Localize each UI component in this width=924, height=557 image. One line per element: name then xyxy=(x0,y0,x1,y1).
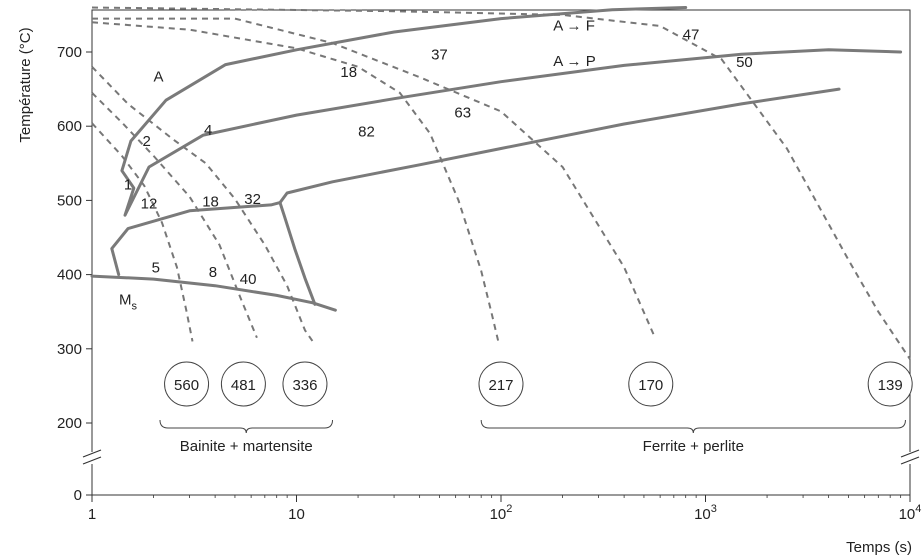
y-tick-label: 300 xyxy=(57,341,82,358)
cooling-curve xyxy=(91,66,314,342)
x-tick-label: 10 xyxy=(288,506,305,523)
region-label: A → P xyxy=(553,53,596,70)
cooling-curve-label: 63 xyxy=(454,104,471,121)
y-tick-label: 0 xyxy=(74,487,82,504)
cooling-curve-label: 82 xyxy=(358,124,375,141)
hardness-value: 139 xyxy=(878,377,903,394)
hardness-circle xyxy=(220,361,266,407)
cooling-curve-label: 8 xyxy=(209,264,217,281)
transformation-curve xyxy=(110,87,841,277)
region-label: A → F xyxy=(553,17,595,34)
group-label: Ferrite + perlite xyxy=(643,438,744,455)
cooling-curve xyxy=(91,122,194,342)
y-axis-title: Température (°C) xyxy=(17,27,34,142)
transformation-curve xyxy=(123,48,903,217)
x-axis-title: Temps (s) xyxy=(846,539,912,556)
cooling-curve-label: 12 xyxy=(141,196,158,213)
hardness-circle xyxy=(628,361,674,407)
y-tick-label: 700 xyxy=(57,44,82,61)
cooling-curve-label: 47 xyxy=(683,26,700,43)
cooling-curve-label: 1 xyxy=(124,176,132,193)
hardness-value: 170 xyxy=(638,377,663,394)
cooling-curve-label: 50 xyxy=(736,54,753,71)
group-label: Bainite + martensite xyxy=(180,438,313,455)
y-tick-label: 200 xyxy=(57,415,82,432)
x-tick-label: 103 xyxy=(694,503,717,523)
cooling-curve-label: 4 xyxy=(204,122,212,139)
cooling-curve-label: 5 xyxy=(152,259,160,276)
y-tick-label: 400 xyxy=(57,267,82,284)
cooling-curve-label: 18 xyxy=(202,193,219,210)
axis-break-mark xyxy=(82,449,102,458)
cooling-curve xyxy=(92,17,655,336)
axis-break-mark xyxy=(900,456,920,465)
cooling-curve xyxy=(91,21,500,342)
x-tick-label: 104 xyxy=(899,503,922,523)
ms-label: Ms xyxy=(119,291,138,312)
hardness-value: 217 xyxy=(488,377,513,394)
axis-break-mark xyxy=(900,449,920,458)
hardness-circle xyxy=(164,361,210,407)
hardness-circle xyxy=(478,361,524,407)
hardness-value: 560 xyxy=(174,377,199,394)
cooling-curve xyxy=(91,92,258,339)
group-brace xyxy=(159,419,334,434)
axes: 0 200 300 400 500 600 700 1 10 102 103 104 xyxy=(57,9,922,523)
y-tick-label: 600 xyxy=(57,118,82,135)
x-tick-label: 102 xyxy=(490,503,513,523)
transformation-curve xyxy=(90,274,337,312)
y-tick-label: 500 xyxy=(57,192,82,209)
group-brace xyxy=(480,419,906,434)
cooling-curve-label: 32 xyxy=(244,191,261,208)
cooling-curve-label: 37 xyxy=(431,46,448,63)
cooling-curves xyxy=(91,6,911,360)
hardness-value: 336 xyxy=(292,377,317,394)
cooling-curve-label: 40 xyxy=(240,271,257,288)
cooling-curve xyxy=(91,6,911,360)
x-tick-label: 1 xyxy=(88,506,96,523)
cooling-curve-label: 18 xyxy=(340,64,357,81)
hardness-value: 481 xyxy=(231,377,256,394)
axis-break-mark xyxy=(82,456,102,465)
transformation-curve xyxy=(278,201,317,306)
hardness-circle xyxy=(282,361,328,407)
hardness-circle xyxy=(867,361,913,407)
cooling-curve-label: 2 xyxy=(142,133,150,150)
region-label: A xyxy=(154,69,164,86)
